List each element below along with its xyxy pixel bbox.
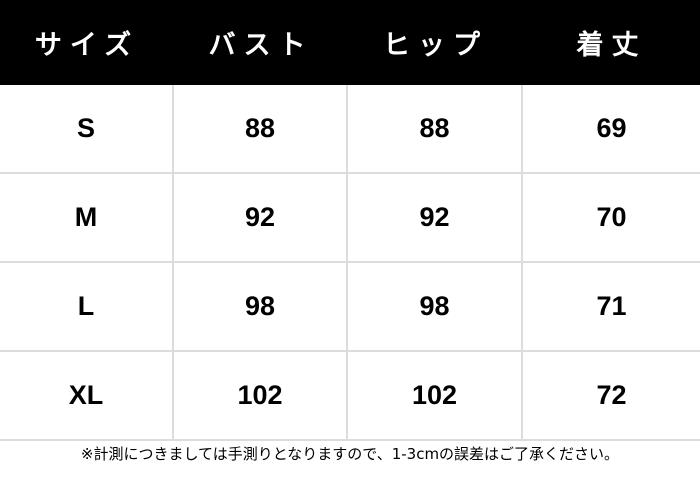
header-bust: バスト	[208, 30, 314, 61]
measurement-note: ※計測につきましては手測りとなりますので、1-3cmの誤差はご了承ください。	[80, 445, 620, 463]
header-length: 着丈	[576, 30, 647, 61]
cell-hip: 88	[348, 85, 523, 172]
cell-bust: 98	[174, 263, 348, 350]
size-table: サイズ バスト ヒップ 着丈 S 88 88 69 M 92 92 70 L 9…	[0, 0, 700, 441]
cell-size: M	[0, 174, 174, 261]
header-hip: ヒップ	[383, 30, 488, 61]
table-row: L 98 98 71	[0, 263, 700, 352]
cell-length: 72	[596, 380, 627, 410]
cell-hip: 98	[348, 263, 523, 350]
cell-size: S	[0, 85, 174, 172]
cell-bust: 88	[174, 85, 348, 172]
table-header: サイズ バスト ヒップ 着丈	[0, 0, 700, 85]
table-row: S 88 88 69	[0, 85, 700, 174]
table-row: XL 102 102 72	[0, 352, 700, 441]
cell-size: XL	[0, 352, 174, 439]
cell-length: 70	[596, 202, 627, 232]
table-row: M 92 92 70	[0, 174, 700, 263]
cell-bust: 92	[174, 174, 348, 261]
cell-hip: 92	[348, 174, 523, 261]
cell-bust: 102	[174, 352, 348, 439]
header-size: サイズ	[34, 30, 140, 61]
cell-size: L	[0, 263, 174, 350]
cell-hip: 102	[348, 352, 523, 439]
cell-length: 69	[596, 113, 627, 143]
cell-length: 71	[596, 291, 627, 321]
